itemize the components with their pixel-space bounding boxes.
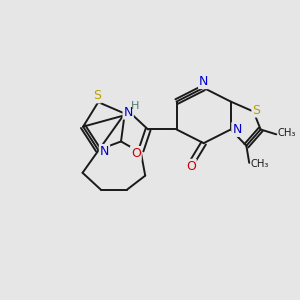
Text: O: O: [186, 160, 196, 173]
Text: N: N: [232, 123, 242, 136]
Text: N: N: [100, 145, 109, 158]
Text: N: N: [123, 106, 133, 118]
Text: S: S: [252, 103, 260, 117]
Text: S: S: [93, 89, 101, 102]
Text: N: N: [199, 75, 208, 88]
Text: O: O: [131, 147, 141, 160]
Text: CH₃: CH₃: [250, 159, 269, 169]
Text: H: H: [131, 100, 139, 111]
Text: CH₃: CH₃: [278, 128, 296, 138]
